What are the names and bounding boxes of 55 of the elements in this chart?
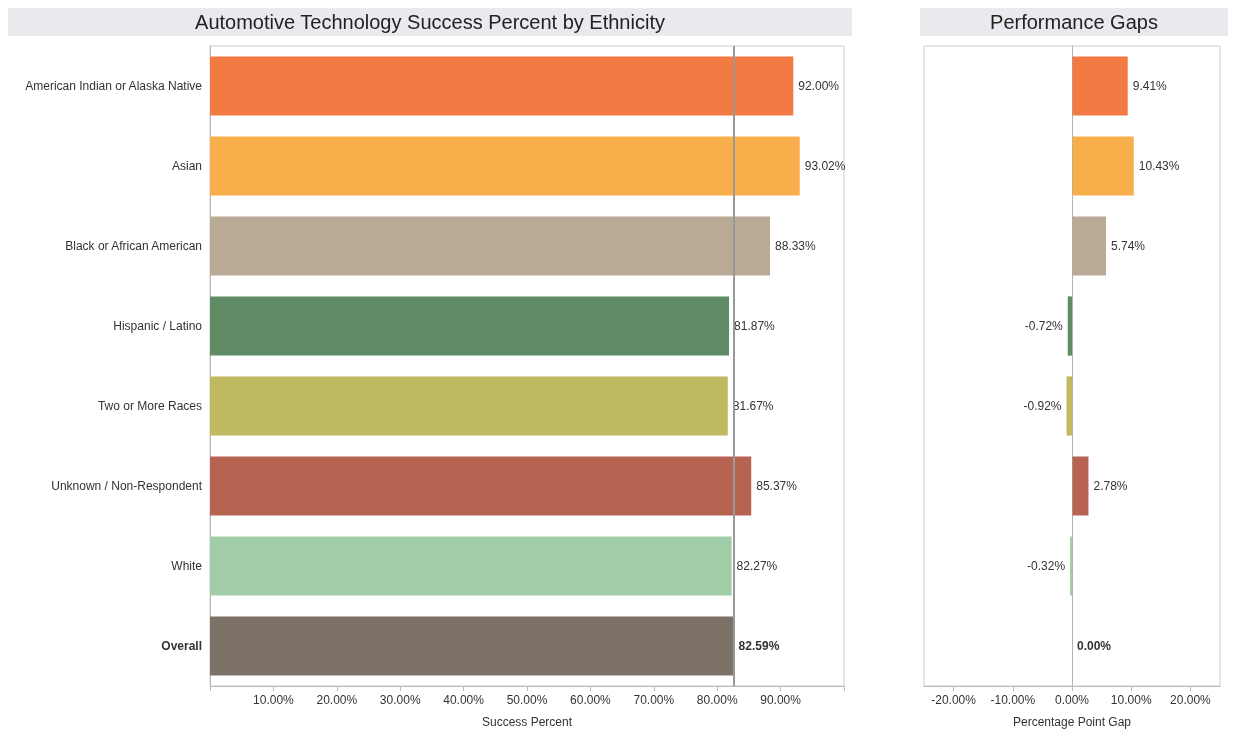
data-label: -0.92% (1023, 399, 1062, 413)
y-tick-label: Unknown / Non-Respondent (51, 479, 203, 493)
y-tick-label: Asian (171, 159, 202, 173)
bar (210, 456, 752, 516)
x-tick-label: 40.00% (443, 693, 485, 707)
x-tick-label: 20.00% (1170, 693, 1212, 707)
bar (210, 376, 728, 436)
y-tick-label: Two or More Races (97, 399, 202, 413)
x-tick-label: 10.00% (253, 693, 295, 707)
data-label: 82.59% (738, 639, 780, 653)
x-tick-label: 70.00% (633, 693, 675, 707)
chart-title: Performance Gaps (920, 8, 1228, 36)
data-label: 93.02% (804, 159, 846, 173)
bar (1066, 376, 1072, 436)
bar (1067, 296, 1072, 356)
data-label: 82.27% (736, 559, 778, 573)
bar (1072, 216, 1106, 276)
bar (1072, 56, 1128, 116)
x-tick-label: 20.00% (316, 693, 358, 707)
data-label: 10.43% (1138, 159, 1180, 173)
data-label: 88.33% (775, 239, 817, 253)
data-label: 0.00% (1077, 639, 1112, 653)
bar (210, 56, 794, 116)
bar (210, 136, 800, 196)
y-tick-label: White (171, 559, 203, 573)
x-tick-label: 80.00% (696, 693, 738, 707)
data-label: 5.74% (1110, 239, 1146, 253)
x-tick-label: 30.00% (379, 693, 421, 707)
bar (210, 616, 734, 676)
x-tick-label: 10.00% (1110, 693, 1152, 707)
y-tick-label: Overall (161, 639, 202, 653)
x-tick-label: 50.00% (506, 693, 548, 707)
x-tick-label: 60.00% (570, 693, 612, 707)
data-label: 92.00% (798, 79, 840, 93)
x-axis-title: Percentage Point Gap (1012, 715, 1132, 729)
x-tick-label: 90.00% (760, 693, 802, 707)
bar (1072, 136, 1134, 196)
data-label: 9.41% (1132, 79, 1168, 93)
x-tick-label: 0.00% (1054, 693, 1090, 707)
chart-title: Automotive Technology Success Percent by Ethnicity (8, 8, 852, 36)
bar (210, 296, 730, 356)
data-label: 85.37% (756, 479, 798, 493)
bar (1072, 456, 1089, 516)
data-label: -0.32% (1027, 559, 1066, 573)
bar (210, 216, 771, 276)
x-tick-label: -20.00% (931, 693, 977, 707)
x-tick-label: -10.00% (990, 693, 1036, 707)
bar (210, 536, 732, 596)
data-label: -0.72% (1024, 319, 1064, 333)
data-label: 81.87% (734, 319, 776, 333)
data-label: 2.78% (1093, 479, 1128, 493)
y-tick-label: Hispanic / Latino (113, 319, 203, 333)
x-axis-title: Success Percent (481, 715, 573, 729)
y-tick-label: American Indian or Alaska Native (25, 79, 203, 93)
y-tick-label: Black or African American (65, 239, 202, 253)
